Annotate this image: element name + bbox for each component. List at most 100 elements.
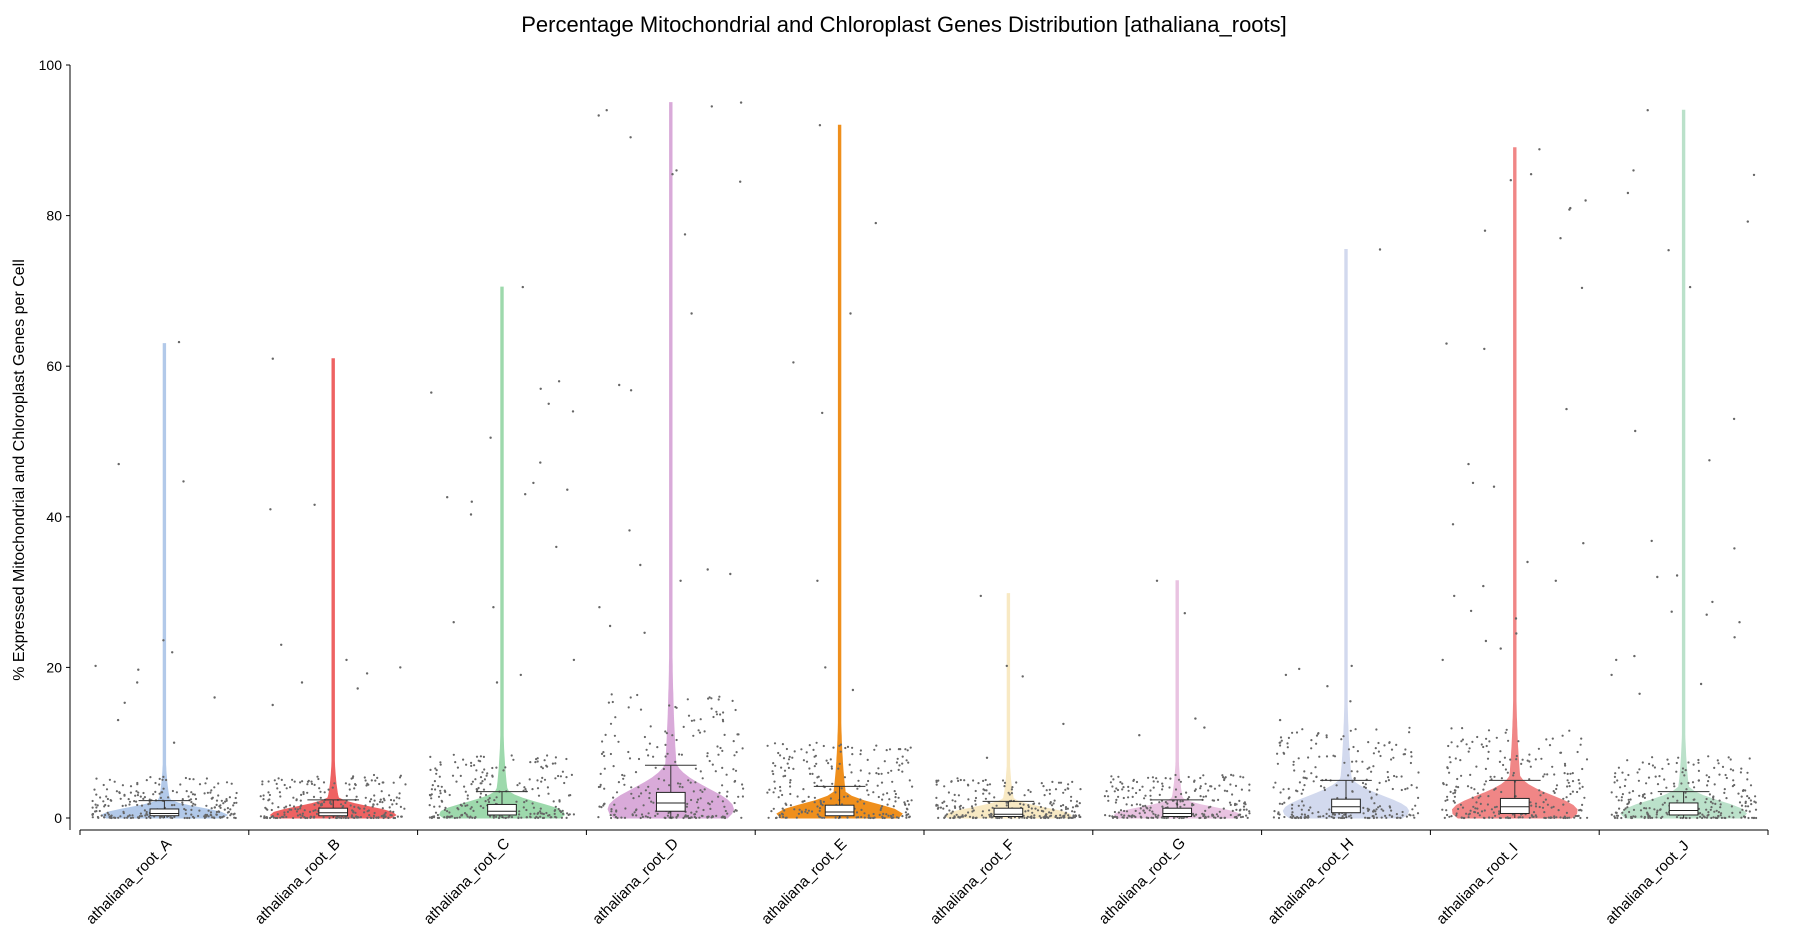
data-point [1499, 816, 1502, 820]
data-point [683, 815, 687, 818]
data-point [690, 798, 693, 802]
data-point [1565, 796, 1568, 799]
data-point [1480, 743, 1483, 746]
data-point [1141, 785, 1144, 788]
data-point [1280, 739, 1283, 742]
data-point [649, 725, 652, 728]
data-point [791, 756, 794, 759]
data-point [1018, 816, 1021, 819]
data-point [1576, 790, 1579, 794]
data-point [1387, 779, 1390, 782]
data-point [1565, 811, 1568, 815]
data-point [1222, 776, 1225, 779]
outlier-point [710, 105, 713, 108]
data-point [1179, 780, 1182, 783]
data-point [285, 815, 288, 819]
data-point [772, 762, 775, 765]
data-point [663, 779, 666, 782]
data-point [723, 805, 726, 808]
data-point [1372, 752, 1375, 755]
data-point [1347, 748, 1351, 751]
data-point [1338, 812, 1341, 816]
data-point [355, 815, 358, 818]
data-point [1154, 813, 1157, 817]
data-point [1059, 781, 1063, 784]
data-point [1062, 816, 1065, 819]
data-point [1521, 816, 1524, 819]
data-point [1209, 805, 1212, 808]
data-point [540, 765, 543, 769]
data-point [1119, 809, 1123, 812]
data-point [887, 814, 890, 817]
x-tick-label: athaliana_root_A [83, 836, 175, 928]
data-point [482, 788, 486, 791]
data-point [1412, 814, 1415, 817]
data-point [735, 751, 738, 754]
data-point [963, 779, 966, 782]
data-point [143, 796, 146, 799]
data-point [1343, 761, 1346, 764]
data-point [1372, 765, 1375, 768]
data-point [1364, 783, 1367, 786]
x-tick-label: athaliana_root_C [420, 835, 513, 928]
data-point [694, 781, 697, 784]
data-point [510, 754, 513, 757]
data-point [350, 777, 353, 780]
data-point [570, 773, 574, 777]
data-point [1010, 792, 1014, 795]
data-point [910, 799, 913, 802]
data-point [1113, 810, 1116, 814]
data-point [368, 814, 371, 817]
data-point [816, 776, 819, 779]
data-point [603, 754, 606, 758]
data-point [1293, 769, 1296, 772]
data-point [365, 784, 368, 787]
data-point [647, 754, 650, 757]
outlier-point [519, 673, 522, 677]
data-point [566, 812, 569, 815]
data-point [184, 776, 187, 780]
data-point [1534, 802, 1538, 805]
data-point [1410, 751, 1413, 754]
data-point [194, 797, 198, 801]
data-point [473, 764, 476, 767]
data-point [439, 789, 442, 792]
data-point [1199, 816, 1202, 820]
data-point [1372, 815, 1375, 818]
data-point [1506, 771, 1509, 774]
data-point [1545, 738, 1548, 741]
data-point [529, 812, 532, 816]
data-point [1380, 816, 1383, 819]
data-point [138, 815, 141, 818]
data-point [1044, 815, 1048, 818]
data-point [115, 790, 118, 793]
data-point [1740, 767, 1743, 770]
data-point [383, 813, 386, 816]
data-point [162, 787, 165, 790]
data-point [1706, 814, 1709, 817]
data-point [1624, 814, 1627, 817]
data-point [1475, 765, 1478, 768]
data-point [1626, 759, 1629, 762]
data-point [1399, 816, 1402, 820]
data-point [1517, 740, 1520, 743]
data-point [1537, 747, 1540, 750]
data-point [780, 812, 784, 815]
data-point [292, 796, 295, 799]
data-point [634, 809, 638, 812]
data-point [1753, 800, 1756, 803]
data-point [692, 790, 695, 793]
data-point [617, 781, 621, 784]
outlier-point [1526, 560, 1529, 564]
data-point [1048, 788, 1051, 791]
data-point [1739, 771, 1742, 774]
data-point [1476, 807, 1479, 810]
data-point [1195, 813, 1198, 816]
data-point [1144, 804, 1147, 808]
data-point [1248, 810, 1251, 813]
data-point [1742, 789, 1745, 792]
data-point [1375, 808, 1378, 811]
data-point [1033, 802, 1036, 805]
data-point [466, 794, 469, 797]
data-point [1052, 809, 1055, 812]
